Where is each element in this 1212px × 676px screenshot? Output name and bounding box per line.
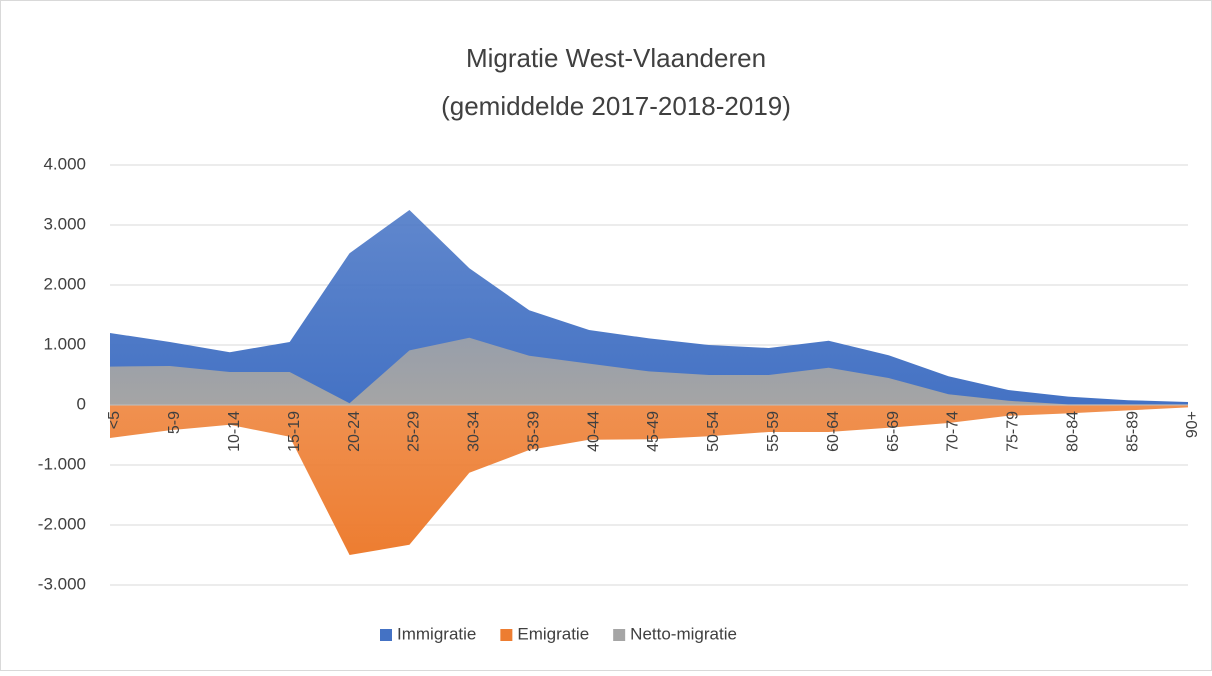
x-tick-label: 15-19 xyxy=(286,411,303,452)
x-tick-label: 45-49 xyxy=(645,411,662,452)
x-tick-label: 20-24 xyxy=(346,411,363,452)
y-tick-label: 3.000 xyxy=(43,214,86,233)
chart-title: Migratie West-Vlaanderen xyxy=(466,43,766,73)
y-tick-label: 0 xyxy=(77,394,86,413)
x-tick-label: <5 xyxy=(106,411,123,429)
legend-label: Immigratie xyxy=(397,624,476,643)
x-tick-label: 90+ xyxy=(1184,411,1201,438)
y-tick-label: -3.000 xyxy=(38,574,86,593)
legend-swatch xyxy=(613,629,626,641)
x-tick-label: 30-34 xyxy=(466,411,483,452)
x-tick-label: 50-54 xyxy=(705,411,722,452)
x-tick-label: 40-44 xyxy=(585,411,602,452)
y-tick-label: -1.000 xyxy=(38,454,86,473)
legend-swatch xyxy=(500,629,513,641)
y-tick-label: 4.000 xyxy=(43,154,86,173)
y-tick-label: 2.000 xyxy=(43,274,86,293)
x-tick-label: 10-14 xyxy=(226,411,243,452)
x-tick-label: 65-69 xyxy=(885,411,902,452)
x-tick-label: 70-74 xyxy=(945,411,962,452)
y-tick-label: -2.000 xyxy=(38,514,86,533)
area xyxy=(110,210,1188,405)
area xyxy=(110,337,1188,405)
x-tick-label: 60-64 xyxy=(825,411,842,452)
x-tick-label: 35-39 xyxy=(525,411,542,452)
y-tick-label: 1.000 xyxy=(43,334,86,353)
x-tick-label: 25-29 xyxy=(406,411,423,452)
legend-label: Netto-migratie xyxy=(630,624,737,643)
chart-subtitle: (gemiddelde 2017-2018-2019) xyxy=(441,91,791,121)
area xyxy=(110,405,1188,555)
x-tick-label: 75-79 xyxy=(1005,411,1022,452)
x-tick-label: 55-59 xyxy=(765,411,782,452)
x-tick-label: 5-9 xyxy=(166,411,183,434)
x-tick-label: 80-84 xyxy=(1064,411,1081,452)
legend-swatch xyxy=(380,629,392,641)
x-tick-label: 85-89 xyxy=(1124,411,1141,452)
legend-label: Emigratie xyxy=(517,624,589,643)
